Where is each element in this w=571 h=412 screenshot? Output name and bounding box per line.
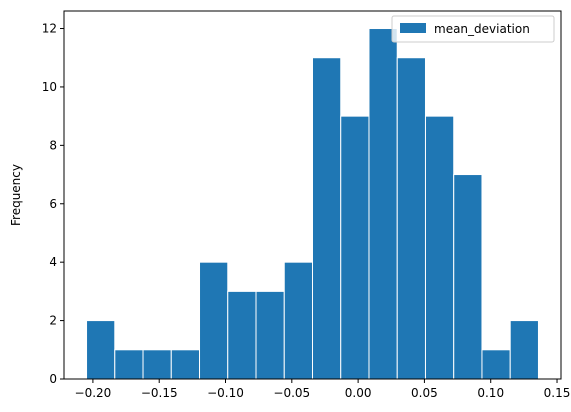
plot-frame (63, 10, 562, 380)
legend-label: mean_deviation (434, 22, 530, 36)
histogram-bar (368, 28, 398, 380)
y-tick-label: 8 (49, 138, 57, 152)
y-tick-label: 2 (49, 314, 57, 328)
histogram-bar (509, 320, 539, 380)
histogram-bar (227, 290, 257, 380)
histogram-bar (142, 349, 172, 380)
x-tick-label: 0.15 (544, 386, 571, 400)
x-axis-ticks: −0.20 −0.15 −0.10 −0.05 0.00 0.05 0.10 0.15 (75, 379, 571, 400)
y-tick-label: 10 (42, 80, 57, 94)
x-tick-label: −0.15 (141, 386, 178, 400)
x-tick-label: 0.10 (477, 386, 504, 400)
histogram-bar (255, 290, 285, 380)
legend: mean_deviation (391, 15, 555, 43)
histogram-bar (453, 174, 483, 380)
y-axis-label: Frequency (9, 164, 23, 226)
legend-box (391, 15, 555, 43)
y-tick-label: 12 (42, 22, 57, 36)
histogram-bar (199, 261, 229, 380)
x-tick-label: −0.10 (207, 386, 244, 400)
y-tick-label: 6 (49, 197, 57, 211)
histogram-bar (86, 320, 116, 380)
histogram-bar (312, 57, 342, 380)
x-tick-label: 0.05 (411, 386, 438, 400)
y-axis-ticks: 0 2 4 6 8 10 12 (42, 22, 64, 386)
x-tick-label: −0.20 (75, 386, 112, 400)
x-tick-label: 0.00 (345, 386, 372, 400)
x-tick-label: −0.05 (273, 386, 310, 400)
y-tick-label: 4 (49, 255, 57, 269)
y-tick-label: 0 (49, 372, 57, 386)
histogram-bar (114, 349, 144, 380)
histogram-bar (396, 57, 426, 380)
histogram-bar (481, 349, 511, 380)
legend-swatch (400, 23, 426, 33)
histogram-bar (340, 115, 370, 380)
bars-group (86, 28, 539, 380)
histogram-bar (424, 115, 455, 380)
histogram-bar (170, 349, 201, 380)
histogram-bar (283, 261, 314, 380)
